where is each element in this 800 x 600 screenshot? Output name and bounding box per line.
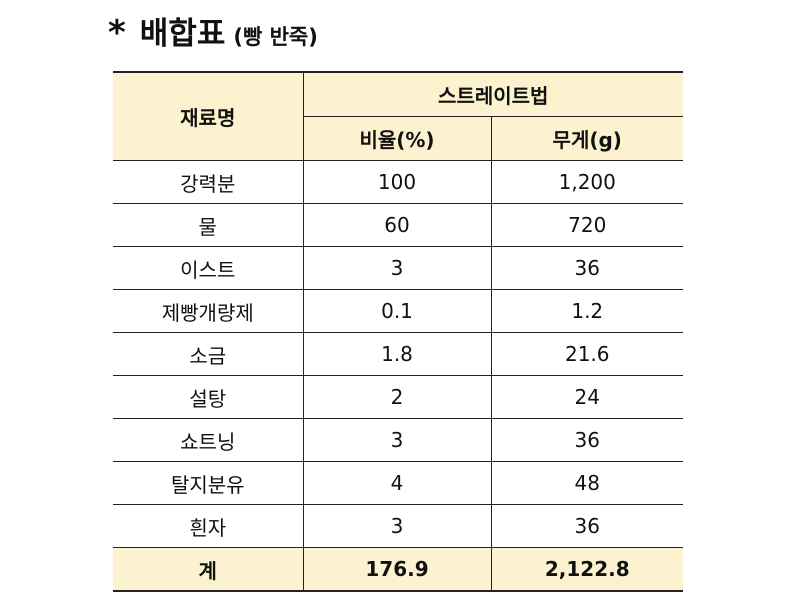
ingredient-weight: 24 (490, 375, 683, 419)
ingredient-name: 흰자 (113, 504, 303, 548)
header-ingredient: 재료명 (113, 71, 303, 161)
header-ratio: 비율(%) (302, 116, 491, 161)
page-title: * 배합표 (빵 반죽) (108, 8, 318, 58)
table-row: 이스트 3 36 (113, 246, 683, 290)
ingredient-weight: 36 (490, 418, 683, 462)
ingredient-ratio: 60 (302, 203, 491, 247)
ingredient-name: 탈지분유 (113, 461, 303, 505)
ingredient-ratio: 3 (302, 504, 491, 548)
ingredient-weight: 720 (490, 203, 683, 247)
ingredient-weight: 48 (490, 461, 683, 505)
ingredient-weight: 1,200 (490, 160, 683, 204)
ingredient-name: 소금 (113, 332, 303, 376)
total-weight: 2,122.8 (490, 547, 683, 592)
ingredient-ratio: 100 (302, 160, 491, 204)
ingredient-name: 설탕 (113, 375, 303, 419)
header-weight: 무게(g) (490, 116, 683, 161)
table-row: 설탕 2 24 (113, 375, 683, 419)
table-row: 물 60 720 (113, 203, 683, 247)
ingredient-ratio: 2 (302, 375, 491, 419)
ingredient-name: 물 (113, 203, 303, 247)
table-row: 강력분 100 1,200 (113, 160, 683, 204)
ingredient-name: 제빵개량제 (113, 289, 303, 333)
table-row: 쇼트닝 3 36 (113, 418, 683, 462)
total-ratio: 176.9 (302, 547, 491, 592)
ingredient-name: 이스트 (113, 246, 303, 290)
ingredient-ratio: 4 (302, 461, 491, 505)
ingredient-weight: 36 (490, 504, 683, 548)
ingredient-ratio: 0.1 (302, 289, 491, 333)
table-row: 탈지분유 4 48 (113, 461, 683, 505)
ingredient-ratio: 1.8 (302, 332, 491, 376)
ingredient-weight: 36 (490, 246, 683, 290)
title-subtitle: (빵 반죽) (233, 25, 318, 49)
ingredient-weight: 21.6 (490, 332, 683, 376)
table-row: 제빵개량제 0.1 1.2 (113, 289, 683, 333)
header-method: 스트레이트법 (302, 71, 683, 117)
header-row-1: 재료명 스트레이트법 (113, 71, 683, 161)
table-row: 소금 1.8 21.6 (113, 332, 683, 376)
ingredient-name: 강력분 (113, 160, 303, 204)
total-label: 계 (113, 547, 303, 592)
ingredient-name: 쇼트닝 (113, 418, 303, 462)
header-row-2: 비율(%) 무게(g) (113, 116, 683, 161)
table-row: 흰자 3 36 (113, 504, 683, 548)
recipe-table: 재료명 스트레이트법 비율(%) 무게(g) 강력분 100 1,200 물 6… (113, 71, 683, 592)
title-main: 배합표 (139, 16, 226, 52)
ingredient-ratio: 3 (302, 246, 491, 290)
ingredient-weight: 1.2 (490, 289, 683, 333)
total-row: 계 176.9 2,122.8 (113, 547, 683, 592)
title-marker: * (108, 13, 126, 53)
ingredient-ratio: 3 (302, 418, 491, 462)
